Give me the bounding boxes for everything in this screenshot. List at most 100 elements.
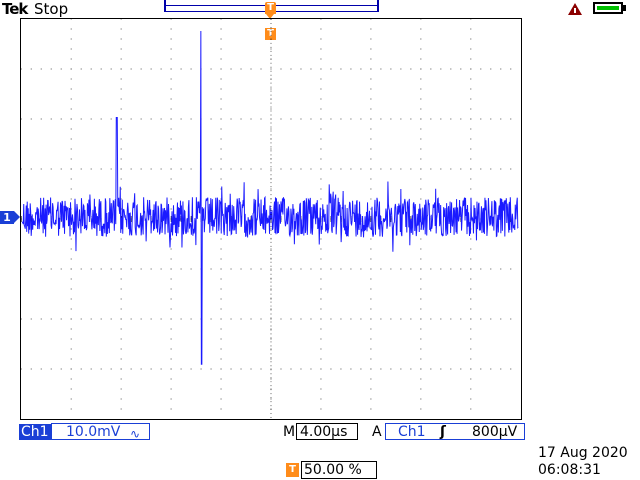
- grid-dot: [490, 268, 492, 270]
- grid-dot: [270, 68, 272, 70]
- grid-dot: [220, 58, 222, 60]
- grid-dot: [120, 358, 122, 360]
- ch1-label[interactable]: Ch1: [19, 424, 51, 440]
- grid-dot: [120, 388, 122, 390]
- grid-dot: [370, 38, 372, 40]
- grid-dot: [430, 318, 432, 320]
- grid-dot: [130, 68, 132, 70]
- grid-dot: [470, 158, 472, 160]
- grid-dot: [360, 68, 362, 70]
- trigger-position-marker[interactable]: T: [265, 28, 276, 40]
- grid-dot: [30, 318, 32, 320]
- grid-dot: [370, 398, 372, 400]
- grid-dot: [220, 368, 222, 370]
- grid-dot: [40, 368, 42, 370]
- grid-dot: [120, 328, 122, 330]
- grid-dot: [70, 88, 72, 90]
- grid-dot: [290, 268, 292, 270]
- grid-dot: [270, 358, 272, 360]
- grid-dot: [80, 268, 82, 270]
- grid-dot: [110, 318, 112, 320]
- grid-dot: [230, 268, 232, 270]
- grid-dot: [410, 368, 412, 370]
- grid-dot: [70, 28, 72, 30]
- grid-dot: [110, 268, 112, 270]
- grid-dot: [320, 178, 322, 180]
- time-readout: 06:08:31: [538, 462, 601, 478]
- grid-dot: [150, 68, 152, 70]
- grid-dot: [90, 318, 92, 320]
- grid-dot: [420, 188, 422, 190]
- grid-dot: [170, 398, 172, 400]
- grid-dot: [170, 368, 172, 370]
- grid-dot: [500, 168, 502, 170]
- grid-dot: [400, 118, 402, 120]
- grid-dot: [370, 78, 372, 80]
- grid-dot: [410, 168, 412, 170]
- grid-dot: [60, 318, 62, 320]
- grid-dot: [510, 368, 512, 370]
- grid-dot: [250, 318, 252, 320]
- grid-dot: [420, 148, 422, 150]
- grid-dot: [300, 168, 302, 170]
- grid-dot: [510, 318, 512, 320]
- grid-dot: [220, 338, 222, 340]
- grid-dot: [150, 118, 152, 120]
- grid-dot: [370, 148, 372, 150]
- ch1-ground-marker[interactable]: 1: [0, 211, 14, 224]
- grid-dot: [420, 248, 422, 250]
- grid-dot: [470, 318, 472, 320]
- grid-dot: [270, 308, 272, 310]
- grid-dot: [470, 388, 472, 390]
- grid-dot: [140, 118, 142, 120]
- grid-dot: [270, 128, 272, 130]
- grid-dot: [120, 98, 122, 100]
- grid-dot: [120, 308, 122, 310]
- grid-dot: [400, 318, 402, 320]
- waveform-graticule[interactable]: [20, 18, 522, 420]
- grid-dot: [120, 248, 122, 250]
- grid-dot: [220, 38, 222, 40]
- grid-dot: [80, 68, 82, 70]
- grid-dot: [500, 368, 502, 370]
- grid-dot: [250, 268, 252, 270]
- grid-dot: [160, 118, 162, 120]
- grid-dot: [240, 318, 242, 320]
- grid-dot: [320, 88, 322, 90]
- grid-dot: [240, 368, 242, 370]
- grid-dot: [30, 268, 32, 270]
- grid-dot: [120, 68, 122, 70]
- grid-dot: [290, 168, 292, 170]
- battery-fill: [597, 6, 619, 10]
- grid-dot: [250, 368, 252, 370]
- grid-dot: [350, 168, 352, 170]
- grid-dot: [290, 68, 292, 70]
- grid-dot: [170, 138, 172, 140]
- grid-dot: [470, 308, 472, 310]
- grid-dot: [120, 238, 122, 240]
- grid-dot: [220, 128, 222, 130]
- grid-dot: [370, 58, 372, 60]
- grid-dot: [490, 368, 492, 370]
- record-window-right-tick: [377, 0, 378, 12]
- grid-dot: [220, 138, 222, 140]
- grid-dot: [390, 268, 392, 270]
- grid-dot: [470, 368, 472, 370]
- grid-dot: [70, 318, 72, 320]
- grid-dot: [170, 408, 172, 410]
- grid-dot: [370, 19, 372, 20]
- grid-dot: [50, 118, 52, 120]
- grid-dot: [270, 208, 272, 210]
- grid-dot: [270, 88, 272, 90]
- grid-dot: [420, 308, 422, 310]
- grid-dot: [370, 338, 372, 340]
- grid-dot: [370, 208, 372, 210]
- grid-dot: [370, 298, 372, 300]
- grid-dot: [320, 138, 322, 140]
- grid-dot: [490, 318, 492, 320]
- grid-dot: [100, 118, 102, 120]
- grid-dot: [320, 338, 322, 340]
- grid-dot: [240, 68, 242, 70]
- grid-dot: [60, 118, 62, 120]
- battery-icon: [593, 2, 623, 14]
